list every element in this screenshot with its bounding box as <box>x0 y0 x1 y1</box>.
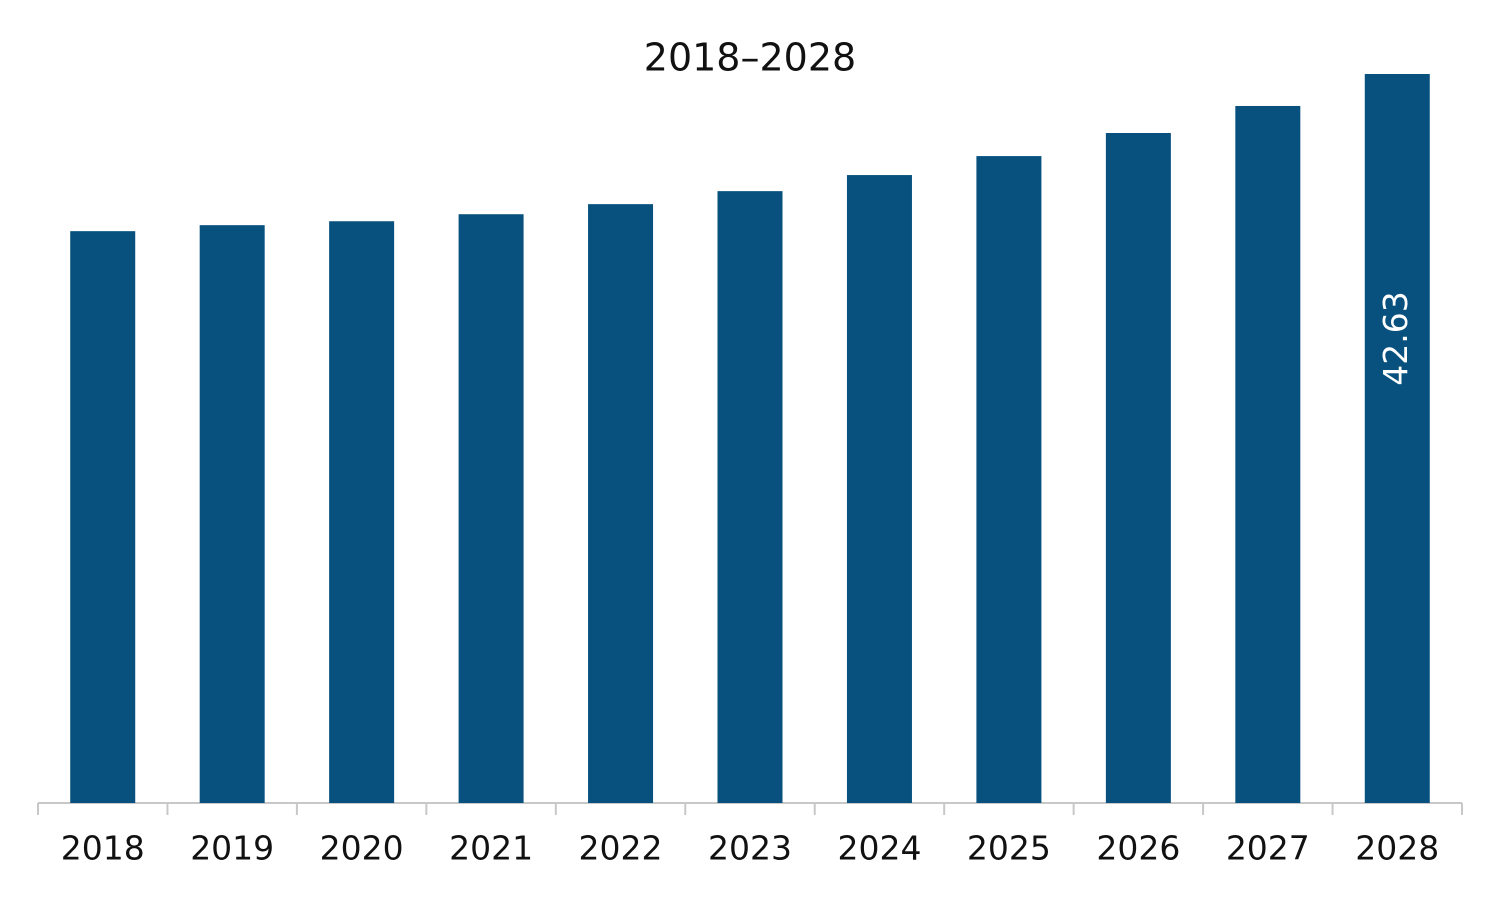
bar <box>588 204 654 804</box>
x-tick-label: 2027 <box>1226 829 1310 868</box>
x-tick-label: 2021 <box>449 829 533 868</box>
bar <box>329 221 395 803</box>
bar <box>70 231 136 804</box>
x-tick-label: 2026 <box>1096 829 1180 868</box>
bar <box>1364 74 1430 803</box>
x-tick-label: 2018 <box>61 829 145 868</box>
x-tick-label: 2020 <box>320 829 404 868</box>
bar <box>199 225 265 803</box>
bar <box>1105 132 1171 803</box>
x-tick-label: 2019 <box>190 829 274 868</box>
bar <box>1235 105 1301 803</box>
bar <box>717 191 783 803</box>
bar <box>846 175 912 803</box>
x-tick-label: 2028 <box>1355 829 1439 868</box>
x-tick-label: 2025 <box>967 829 1051 868</box>
bar <box>458 214 524 803</box>
x-tick-label: 2024 <box>837 829 921 868</box>
x-tick-label: 2022 <box>579 829 663 868</box>
chart-title: 2018–2028 <box>644 36 856 80</box>
bar <box>976 156 1042 804</box>
value-label: 42.63 <box>1376 291 1415 385</box>
x-tick-label: 2023 <box>708 829 792 868</box>
